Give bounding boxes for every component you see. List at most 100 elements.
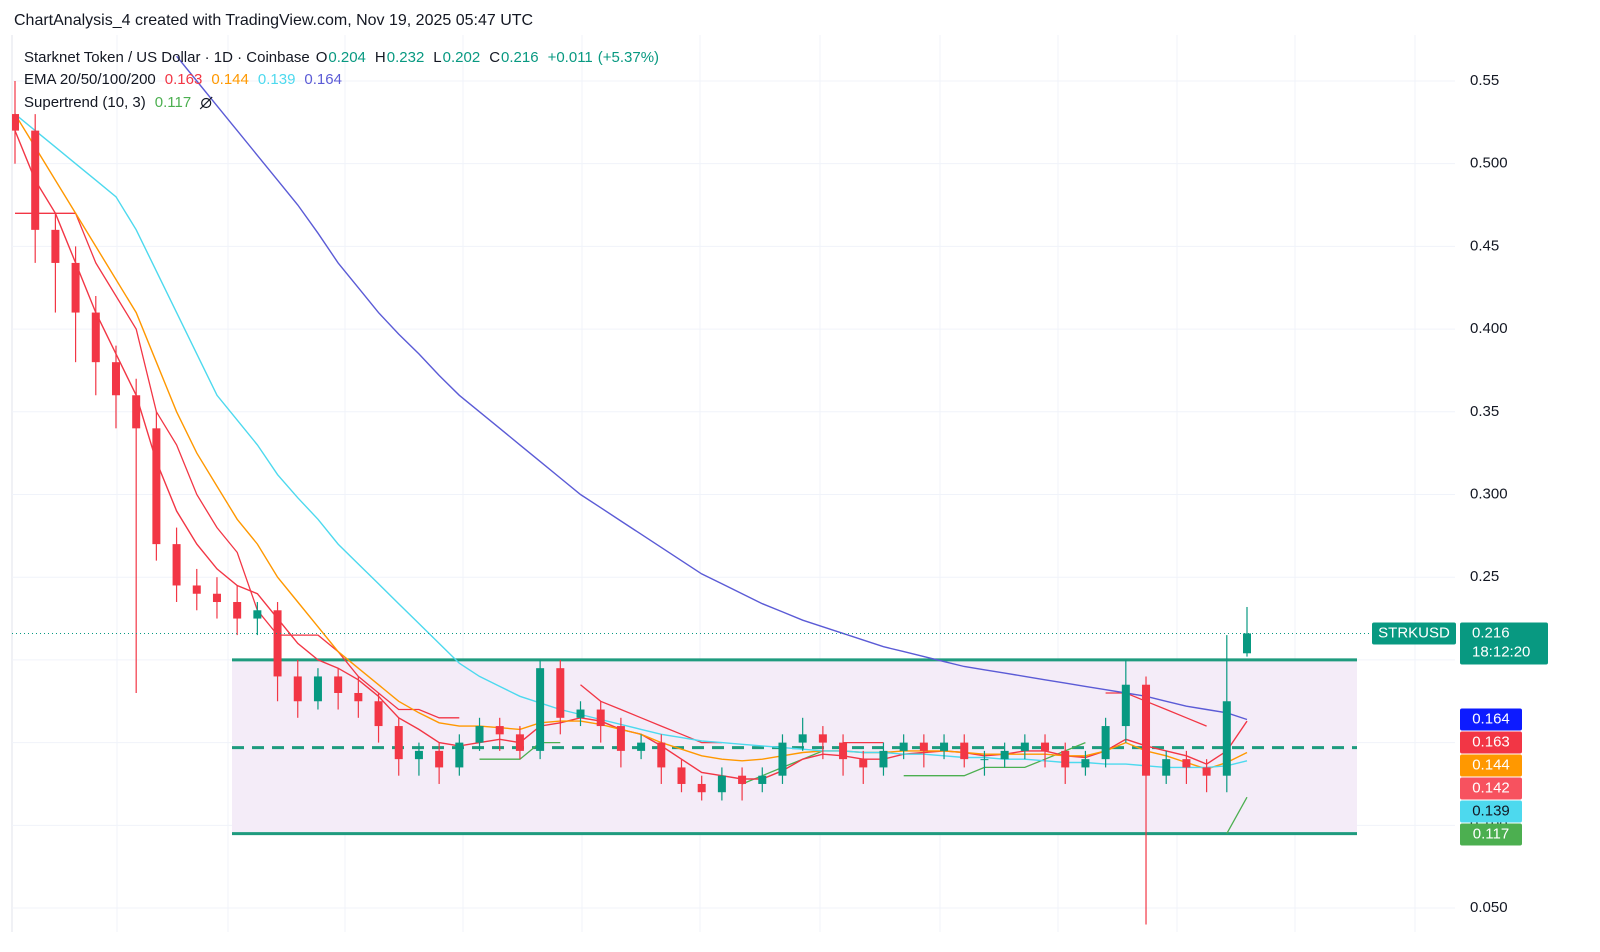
candle-body xyxy=(515,734,524,751)
candle-body xyxy=(435,750,444,768)
candle-body xyxy=(253,610,262,619)
candle-body xyxy=(414,750,423,760)
y-tick-label: 0.55 xyxy=(1470,72,1499,89)
y-tick-label: 0.45 xyxy=(1470,237,1499,254)
candle-body xyxy=(475,726,484,743)
ema-line xyxy=(14,113,1248,769)
candle-body xyxy=(1081,759,1090,768)
visibility-icon-slash xyxy=(199,96,213,110)
legend-text: +0.011 xyxy=(548,49,593,66)
y-tick-label: 0.400 xyxy=(1470,320,1508,337)
ema-line xyxy=(176,55,1248,721)
price-badge xyxy=(1460,708,1522,731)
visibility-icon xyxy=(201,97,212,109)
candle-body xyxy=(455,742,464,768)
candle-body xyxy=(132,395,141,429)
last-price-badge xyxy=(1460,622,1548,665)
candle-body xyxy=(717,775,726,793)
price-badge-label: 0.117 xyxy=(1473,825,1509,842)
candle-body xyxy=(233,602,242,619)
y-tick-label: 0.050 xyxy=(1470,899,1508,916)
price-badge-label: 0.163 xyxy=(1472,733,1510,750)
candle-body xyxy=(919,742,928,751)
candle-body xyxy=(111,362,120,396)
candle-body xyxy=(980,759,989,761)
candle-body xyxy=(1222,701,1231,776)
candle-body xyxy=(818,734,827,743)
candle-body xyxy=(1121,684,1130,727)
legend-text: (+5.37%) xyxy=(598,49,659,66)
legend-text: H xyxy=(375,49,386,66)
candle-body xyxy=(1243,633,1251,654)
y-tick-label: 0.25 xyxy=(1470,568,1499,585)
price-badge-label: 0.144 xyxy=(1472,756,1510,773)
candle-body xyxy=(1202,767,1211,776)
last-price-label: 0.216 xyxy=(1472,624,1510,641)
candle-body xyxy=(657,742,666,768)
y-tick-label: 0.35 xyxy=(1470,403,1499,420)
legend-text: 0.163 xyxy=(165,71,203,88)
candle-body xyxy=(879,750,888,768)
candle-body xyxy=(12,114,19,131)
header-title: ChartAnalysis_4 created with TradingView… xyxy=(14,12,533,29)
candle-body xyxy=(1020,742,1029,751)
candle-body xyxy=(91,312,100,363)
candle-body xyxy=(596,709,605,727)
price-badge-label: 0.142 xyxy=(1472,779,1510,796)
price-badge-label: 0.139 xyxy=(1472,802,1510,819)
supertrend-down xyxy=(15,212,1207,744)
legend-text: 0.216 xyxy=(501,49,539,66)
ema-line xyxy=(14,113,1248,770)
candle-body xyxy=(1182,759,1191,768)
candle-body xyxy=(940,742,949,751)
candle-body xyxy=(1101,726,1110,760)
candle-body xyxy=(71,262,80,313)
legend-text: 0.117 xyxy=(155,94,191,111)
candle-body xyxy=(536,668,545,751)
candle-body xyxy=(31,130,40,230)
legend-text: C xyxy=(489,49,500,66)
countdown: 18:12:20 xyxy=(1472,643,1530,660)
candle-body xyxy=(738,775,747,784)
candle-body xyxy=(334,676,343,693)
candle-body xyxy=(313,676,322,702)
price-badge xyxy=(1460,731,1522,754)
candle-body xyxy=(859,759,868,768)
y-tick-label: 0.500 xyxy=(1470,155,1508,172)
candle-body xyxy=(778,742,787,776)
candle-body xyxy=(899,742,908,751)
candle-body xyxy=(677,767,686,784)
legend-text: Supertrend (10, 3) xyxy=(24,94,146,111)
legend-text: 0.202 xyxy=(443,49,481,66)
price-badge xyxy=(1460,754,1522,777)
candle-body xyxy=(394,726,403,760)
legend-text: 0.232 xyxy=(387,49,425,66)
candle-body xyxy=(374,701,383,727)
candle-body xyxy=(495,726,504,735)
candle-body xyxy=(616,726,625,751)
legend-text: 0.204 xyxy=(328,49,366,66)
candle-body xyxy=(212,593,221,603)
candle-body xyxy=(798,734,807,743)
candle-body xyxy=(576,709,585,718)
legend-text: L xyxy=(433,49,441,66)
candle-body xyxy=(1041,742,1050,751)
candle-body xyxy=(556,668,565,718)
legend-text: O xyxy=(316,49,328,66)
candle-body xyxy=(758,775,767,784)
price-badge xyxy=(1460,800,1522,823)
candle-body xyxy=(192,585,201,594)
candle-body xyxy=(152,428,161,545)
candle-body xyxy=(960,742,969,760)
candle-body xyxy=(172,544,181,586)
price-badge xyxy=(1460,823,1522,846)
ticker-badge xyxy=(1372,622,1456,645)
candle-body xyxy=(354,692,363,702)
legend-text: 0.164 xyxy=(304,71,342,88)
price-badge xyxy=(1460,777,1522,800)
ticker-label: STRKUSD xyxy=(1378,624,1450,641)
candle-body xyxy=(1142,684,1151,776)
candle-body xyxy=(697,783,706,793)
candle-body xyxy=(51,229,60,263)
